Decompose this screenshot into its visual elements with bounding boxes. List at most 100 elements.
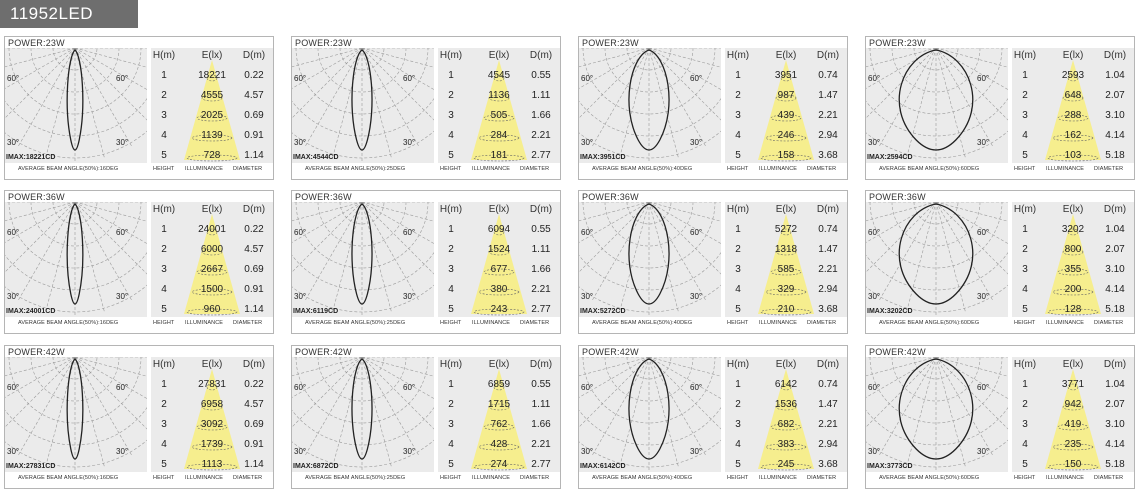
height-label: HEIGHT: [727, 475, 749, 481]
illuminance-ring: [780, 74, 792, 82]
illuminance-cone: [758, 369, 814, 469]
illuminance-ring: [1067, 383, 1079, 391]
height-value: 3: [448, 419, 454, 430]
height-value: 1: [448, 379, 454, 390]
illuminance-ring: [775, 403, 797, 411]
header-d: D(m): [242, 204, 266, 215]
height-label: HEIGHT: [153, 320, 175, 326]
angle-label-30-left: 30°: [581, 292, 594, 301]
height-value: 3: [1022, 419, 1028, 430]
height-value: 1: [1022, 379, 1028, 390]
height-value: 4: [735, 284, 741, 295]
illuminance-value: 682: [777, 419, 795, 430]
illuminance-ring: [1062, 403, 1084, 411]
panel-frame: [291, 345, 561, 489]
height-value: 5: [161, 304, 167, 315]
diameter-value: 4.14: [1105, 130, 1125, 141]
angle-label-30-left: 30°: [294, 138, 307, 147]
angle-label-60-left: 60°: [7, 228, 20, 237]
diameter-value: 2.94: [818, 439, 838, 450]
beam-angle-label: AVERAGE BEAM ANGLE(50%):25DEG: [305, 166, 406, 172]
diameter-value: 1.11: [531, 399, 551, 410]
imax-label: IMAX:6142CD: [580, 463, 626, 470]
diameter-value: 0.91: [244, 130, 264, 141]
illuminance-value: 648: [1064, 90, 1082, 101]
panel-frame: [865, 190, 1135, 334]
polar-grid: [579, 357, 721, 472]
illuminance-ring: [478, 134, 520, 142]
angle-label-30-left: 30°: [581, 138, 594, 147]
header-d: D(m): [242, 50, 266, 61]
height-value: 2: [1022, 90, 1028, 101]
height-value: 3: [1022, 110, 1028, 121]
beam-angle-label: AVERAGE BEAM ANGLE(50%):40DEG: [592, 320, 693, 326]
diameter-value: 2.07: [1105, 244, 1125, 255]
beam-angle-label: AVERAGE BEAM ANGLE(50%):40DEG: [592, 166, 693, 172]
illuminance-value: 246: [777, 130, 795, 141]
header-h: H(m): [152, 50, 176, 61]
header-d: D(m): [1103, 204, 1127, 215]
diameter-value: 3.68: [818, 304, 838, 315]
height-value: 4: [161, 130, 167, 141]
illuminance-ring: [483, 423, 515, 431]
header-h: H(m): [152, 359, 176, 370]
illuminance-ring: [186, 154, 238, 162]
illuminance-ring: [770, 423, 802, 431]
illuminance-label: ILLUMINANCE: [472, 475, 511, 481]
height-label: HEIGHT: [1014, 320, 1036, 326]
diameter-value: 1.04: [1105, 70, 1125, 81]
height-label: HEIGHT: [153, 166, 175, 172]
intensity-curve: [66, 358, 84, 460]
angle-label-60-left: 60°: [7, 74, 20, 83]
height-value: 2: [448, 90, 454, 101]
header-d: D(m): [529, 359, 553, 370]
photometric-panel: POWER:36W 60° 60° 30° 30° IMAX:5272CD AVERAGE …: [578, 190, 848, 334]
height-value: 5: [448, 150, 454, 161]
diameter-value: 0.22: [244, 70, 264, 81]
height-value: 2: [735, 399, 741, 410]
illuminance-ring: [780, 228, 792, 236]
photometric-panel: POWER:23W 60° 60° 30° 30° IMAX:4544CD AVERAGE …: [291, 36, 561, 180]
height-value: 3: [161, 110, 167, 121]
diameter-value: 1.04: [1105, 379, 1125, 390]
header-e: E(lx): [1062, 359, 1084, 370]
illuminance-value: 6000: [200, 244, 224, 255]
header-e: E(lx): [775, 359, 797, 370]
diameter-value: 1.14: [244, 459, 264, 470]
height-value: 5: [161, 150, 167, 161]
diameter-value: 0.69: [244, 264, 264, 275]
diameter-value: 5.18: [1105, 150, 1125, 161]
angle-label-30-right: 30°: [116, 447, 129, 456]
angle-label-60-left: 60°: [294, 228, 307, 237]
height-value: 4: [161, 439, 167, 450]
height-value: 3: [448, 110, 454, 121]
height-label: HEIGHT: [153, 475, 175, 481]
illuminance-value: 428: [490, 439, 508, 450]
photometric-panel: POWER:36W 60° 60° 30° 30° IMAX:6119CD AVERAGE …: [291, 190, 561, 334]
illuminance-ring: [1052, 134, 1094, 142]
illuminance-value: 6094: [487, 224, 511, 235]
diameter-value: 2.77: [531, 150, 551, 161]
illuminance-value: 3771: [1061, 379, 1085, 390]
illuminance-cone: [184, 60, 240, 160]
polar-grid: [292, 202, 434, 317]
illuminance-ring: [196, 268, 228, 276]
illuminance-ring: [1067, 228, 1079, 236]
illuminance-value: 128: [1064, 304, 1082, 315]
illuminance-value: 3202: [1061, 224, 1085, 235]
beam-angle-label: AVERAGE BEAM ANGLE(50%):16DEG: [18, 166, 119, 172]
diameter-value: 0.74: [818, 224, 838, 235]
angle-label-30-right: 30°: [116, 138, 129, 147]
diameter-value: 1.14: [244, 304, 264, 315]
illuminance-value: 419: [1064, 419, 1082, 430]
power-label: POWER:42W: [869, 347, 926, 357]
diameter-value: 1.47: [818, 90, 838, 101]
illuminance-ring: [473, 308, 525, 316]
angle-label-60-left: 60°: [868, 383, 881, 392]
height-value: 3: [161, 264, 167, 275]
illuminance-ring: [1047, 154, 1099, 162]
illuminance-value: 103: [1064, 150, 1082, 161]
angle-label-60-left: 60°: [7, 383, 20, 392]
illuminance-ring: [1052, 443, 1094, 451]
photometric-panel: POWER:42W 60° 60° 30° 30° IMAX:3773CD AVERAGE …: [865, 345, 1135, 489]
